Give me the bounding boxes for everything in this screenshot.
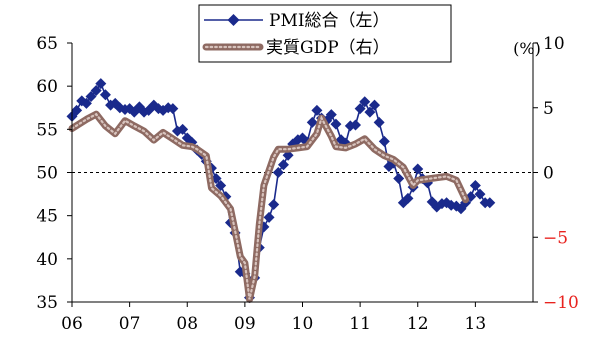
pmi-point [330, 118, 342, 130]
pmi-point [177, 123, 189, 135]
legend-pmi-swatch-marker [227, 14, 240, 26]
gdp-series-line [68, 110, 470, 303]
legend-box [198, 4, 452, 63]
pmi-point [412, 163, 424, 175]
right-unit-label: (%) [513, 39, 541, 58]
pmi-point [469, 179, 481, 191]
pmi-point [364, 106, 376, 118]
pmi-point [484, 197, 496, 209]
right-tick-label: 10 [543, 34, 565, 54]
legend-gdp-label: 実質GDP（右） [266, 38, 390, 58]
pmi-point [95, 78, 107, 90]
pmi-point [71, 104, 83, 116]
left-tick-label: 65 [36, 34, 58, 54]
pmi-point [378, 135, 390, 147]
legend: PMI総合（左） 実質GDP（右） [198, 4, 452, 63]
x-tick-label: 07 [119, 314, 141, 333]
left-tick-label: 60 [36, 77, 58, 97]
pmi-point [263, 211, 275, 223]
pmi-point [359, 96, 371, 108]
pmi-point [272, 167, 284, 178]
pmi-point [311, 104, 323, 116]
pmi-point [373, 116, 385, 128]
x-tick-label: 06 [61, 314, 83, 333]
pmi-point [306, 116, 318, 128]
pmi-point [99, 89, 111, 101]
pmi-point [369, 99, 381, 111]
x-tick-label: 11 [349, 314, 371, 333]
right-tick-label: 0 [543, 164, 554, 184]
x-tick-label: 08 [176, 314, 198, 333]
pmi-point [268, 198, 280, 210]
pmi-point [393, 173, 405, 185]
left-tick-label: 55 [36, 120, 58, 140]
pmi-point [325, 109, 337, 121]
left-tick-label: 35 [36, 293, 58, 313]
pmi-point [167, 103, 179, 115]
legend-pmi-label: PMI総合（左） [269, 11, 390, 31]
pmi-point [80, 97, 92, 109]
x-tick-label: 13 [465, 314, 487, 333]
left-tick-label: 50 [36, 164, 58, 184]
pmi-point [354, 103, 366, 115]
x-tick-label: 12 [407, 314, 429, 333]
left-tick-label: 40 [36, 250, 58, 270]
pmi-point [402, 192, 414, 204]
pmi-point [90, 84, 102, 96]
right-tick-label: 5 [543, 99, 554, 119]
pmi-point [474, 188, 486, 200]
x-tick-label: 10 [292, 314, 314, 333]
right-tick-label: −5 [543, 228, 568, 248]
pmi-point [215, 179, 227, 191]
series-layer [66, 78, 496, 304]
x-tick-label: 09 [234, 314, 256, 333]
gdp-series-texture [70, 112, 467, 300]
left-tick-label: 45 [36, 207, 58, 227]
pmi-point [277, 159, 289, 171]
pmi-point [350, 119, 362, 131]
pmi-point [85, 91, 97, 103]
right-tick-label: −10 [543, 293, 579, 313]
